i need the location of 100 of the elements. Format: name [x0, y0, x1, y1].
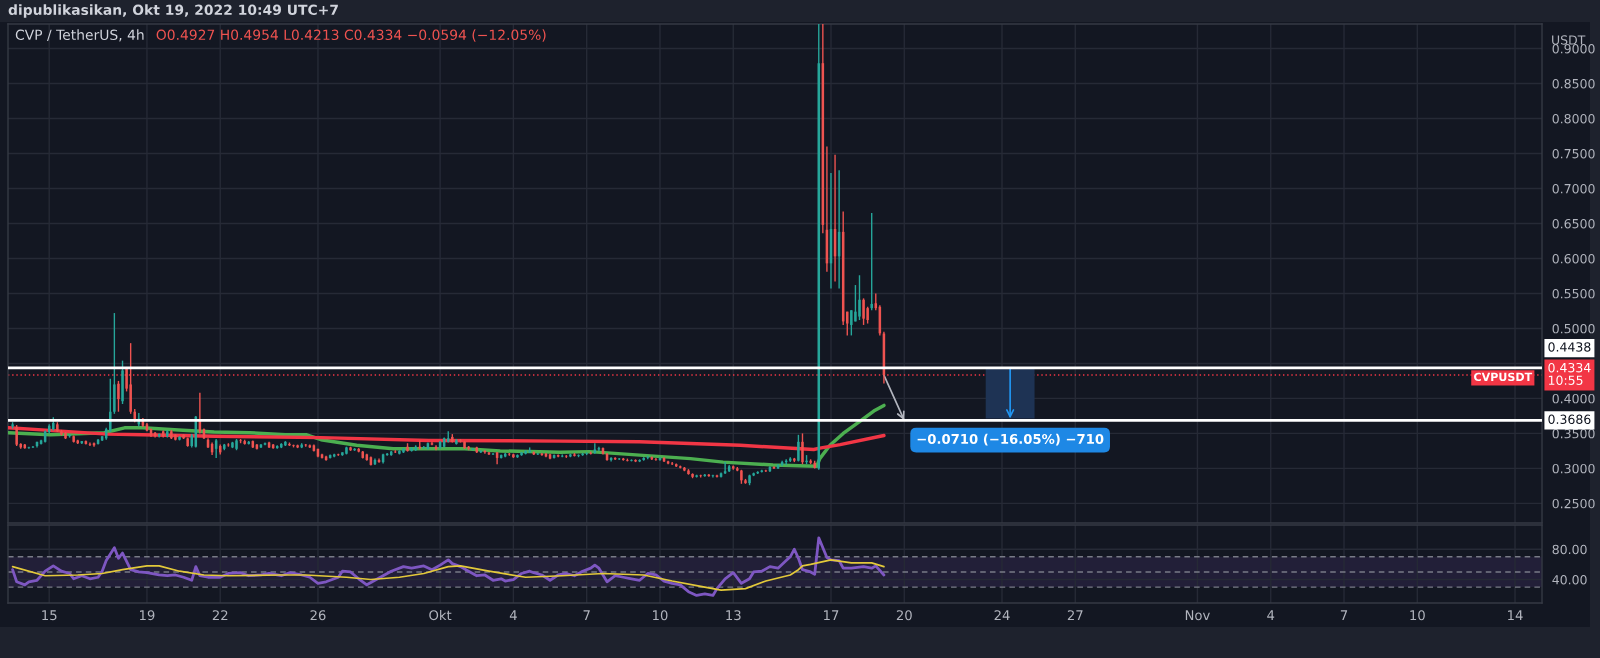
- x-tick-label: 4: [509, 610, 517, 620]
- candlestick: [174, 433, 177, 442]
- text: dipublikasikan, Okt 19, 2022 10:49 UTC+7: [8, 4, 338, 18]
- data-label: −0.0710 (−16.05%) −710: [917, 433, 1104, 446]
- candlestick: [402, 447, 405, 454]
- candlestick: [691, 472, 694, 479]
- candlestick: [679, 464, 682, 470]
- line-series: [8, 403, 886, 469]
- ref-line-label: 0.4438: [1548, 342, 1591, 352]
- candlestick: [687, 468, 690, 476]
- y-tick-label: 0.6000: [1552, 253, 1595, 264]
- candlestick: [736, 466, 739, 472]
- x-tick-label: Nov: [1185, 610, 1210, 621]
- candlestick: [683, 466, 686, 472]
- candlestick: [854, 284, 857, 323]
- candlestick: [60, 429, 63, 437]
- candlestick: [345, 446, 348, 456]
- candlestick: [231, 441, 234, 449]
- y-tick-label: 0.9000: [1552, 43, 1595, 54]
- candlestick: [186, 436, 189, 448]
- x-tick-label: 7: [1340, 610, 1348, 620]
- candlestick: [410, 446, 413, 453]
- candlestick: [520, 451, 523, 457]
- candlestick: [740, 469, 743, 485]
- candlestick: [15, 424, 18, 447]
- candlestick: [512, 453, 515, 459]
- candlestick: [793, 457, 796, 463]
- candlestick: [516, 453, 519, 459]
- candlestick: [11, 421, 14, 430]
- candlestick: [524, 449, 527, 456]
- x-tick-label: 26: [310, 610, 326, 621]
- candlestick: [573, 452, 576, 458]
- candlestick: [341, 451, 344, 457]
- line-series: [11, 558, 885, 591]
- y-tick-label: 0.7500: [1552, 148, 1595, 159]
- candlestick: [182, 433, 185, 440]
- candlestick: [117, 380, 120, 413]
- candlestick: [357, 447, 360, 454]
- candlestick: [455, 438, 458, 446]
- y-tick-label: 40.00: [1552, 575, 1587, 585]
- y-tick-label: 0.8000: [1552, 113, 1595, 124]
- candlestick: [752, 471, 755, 477]
- candlestick: [569, 453, 572, 458]
- candlestick: [121, 359, 124, 405]
- y-tick-label: 0.5500: [1552, 288, 1595, 299]
- y-tick-label: 0.4000: [1552, 393, 1595, 404]
- candlestick: [292, 443, 295, 449]
- candlestick: [56, 421, 59, 433]
- candlestick: [239, 438, 242, 444]
- candlestick: [243, 439, 246, 446]
- chart-subtitle: O0.4927 H0.4954 L0.4213 C0.4334 −0.0594 (−12.05%): [156, 29, 546, 42]
- y-tick-label: 0.3000: [1552, 463, 1595, 474]
- candlestick: [422, 445, 426, 450]
- x-tick-label: 13: [726, 610, 741, 621]
- x-tick-label: 22: [212, 610, 228, 620]
- candlestick: [64, 431, 67, 440]
- candlestick: [109, 378, 112, 433]
- candlestick: [178, 435, 181, 442]
- x-tick-label: 24: [994, 610, 1010, 620]
- candlestick: [858, 274, 861, 321]
- x-tick-label: 20: [896, 610, 912, 621]
- candlestick: [809, 458, 812, 465]
- y-tick-label: 0.5000: [1552, 323, 1595, 334]
- y-tick-label: 0.6500: [1552, 218, 1595, 229]
- candlestick: [748, 474, 751, 486]
- x-tick-label: 27: [1067, 610, 1083, 620]
- candlestick: [797, 434, 800, 463]
- ref-line-label: 0.4334 10:55: [1548, 362, 1591, 385]
- y-axis-title: USDT: [1552, 35, 1586, 45]
- y-tick-label: 0.7000: [1552, 183, 1595, 194]
- annotation: CVPUSDT: [1474, 372, 1533, 382]
- x-tick-label: 7: [583, 610, 590, 620]
- x-tick-label: 19: [140, 610, 155, 621]
- candlestick: [349, 446, 352, 452]
- candlestick: [467, 445, 470, 451]
- candlestick: [463, 440, 466, 450]
- x-tick-label: 4: [1267, 610, 1275, 620]
- candlestick: [72, 434, 75, 444]
- candlestick: [284, 440, 287, 447]
- candlestick: [170, 429, 173, 440]
- candlestick: [113, 312, 116, 415]
- y-tick-label: 80.00: [1552, 544, 1587, 555]
- x-tick-label: 15: [42, 610, 57, 621]
- candlestick: [296, 443, 299, 449]
- candlestick: [850, 309, 853, 337]
- candlestick: [870, 212, 873, 311]
- candlestick: [565, 454, 568, 459]
- chart-title: CVP / TetherUS, 4h: [15, 29, 144, 42]
- y-tick-label: 0.3500: [1552, 428, 1595, 439]
- y-tick-label: 0.8500: [1552, 78, 1595, 89]
- candlestick: [626, 457, 629, 463]
- x-tick-label: 10: [653, 610, 668, 621]
- candlestick: [235, 438, 238, 451]
- ref-line-label: 0.3686: [1548, 414, 1591, 425]
- candlestick: [744, 478, 747, 485]
- candlestick: [459, 438, 462, 444]
- candlestick: [398, 449, 401, 456]
- x-tick-label: Okt: [429, 609, 452, 621]
- x-tick-label: 14: [1508, 610, 1523, 620]
- candlestick: [129, 342, 132, 415]
